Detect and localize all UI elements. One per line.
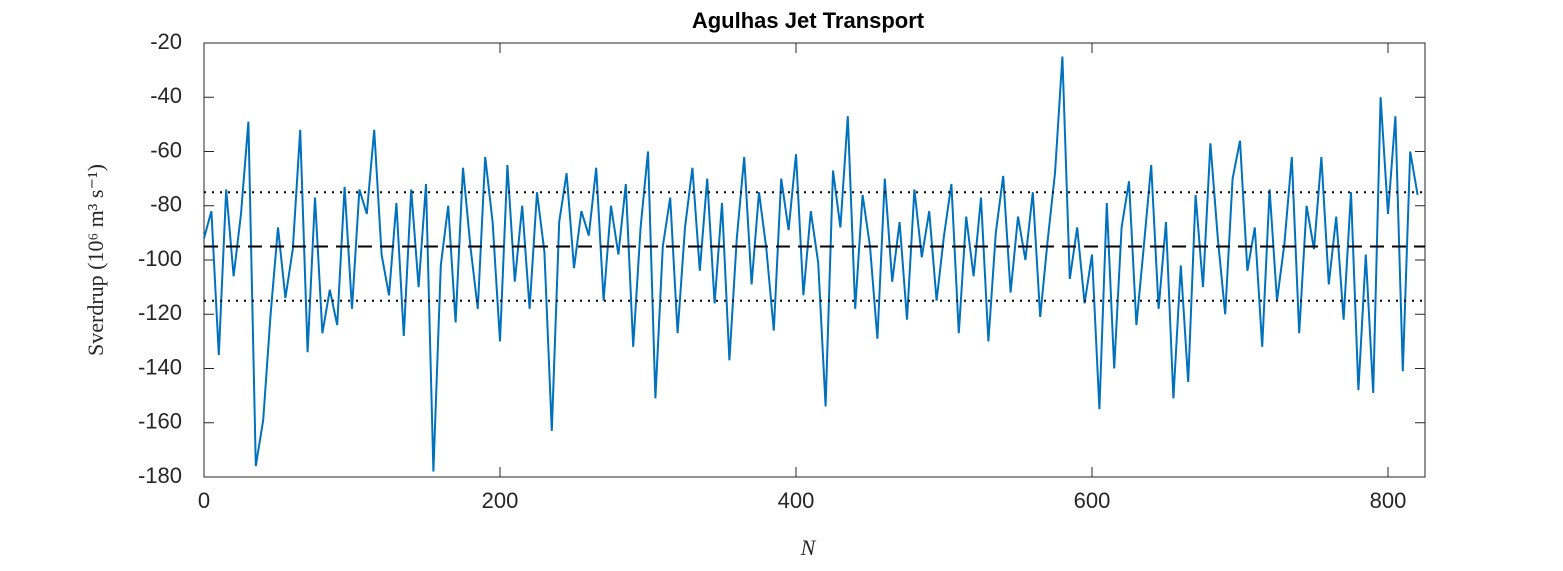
y-tick-label: -120 <box>138 300 182 325</box>
x-axis-label: N <box>800 535 817 560</box>
y-tick-label: -160 <box>138 409 182 434</box>
y-tick-label: -180 <box>138 463 182 488</box>
data-line <box>203 56 1419 472</box>
x-tick-label: 0 <box>198 488 210 513</box>
y-tick-label: -140 <box>138 354 182 379</box>
x-tick-label: 600 <box>1074 488 1111 513</box>
y-axis-label: Sverdrup (10⁶ m³ s⁻¹) <box>83 164 108 356</box>
x-tick-label: 400 <box>778 488 815 513</box>
y-tick-label: -80 <box>150 192 182 217</box>
x-tick-label: 200 <box>482 488 519 513</box>
y-tick-label: -100 <box>138 246 182 271</box>
y-tick-label: -40 <box>150 83 182 108</box>
plot-area <box>203 42 1426 478</box>
y-tick-label: -60 <box>150 137 182 162</box>
chart-title: Agulhas Jet Transport <box>692 8 925 33</box>
y-tick-label: -20 <box>150 29 182 54</box>
x-tick-label: 800 <box>1370 488 1407 513</box>
